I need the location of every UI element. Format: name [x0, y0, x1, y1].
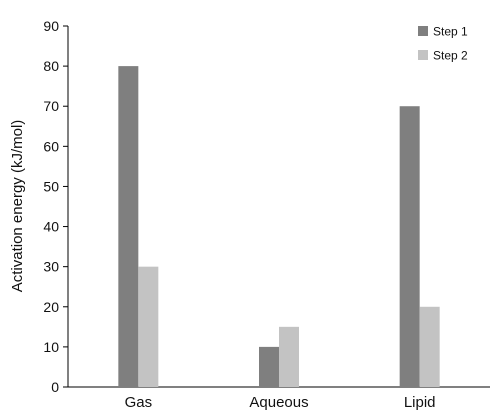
- y-tick-label: 60: [43, 138, 59, 154]
- y-axis-title: Activation energy (kJ/mol): [9, 120, 26, 293]
- bars: [118, 66, 440, 387]
- bar-gas-step2: [138, 266, 159, 387]
- y-tick-label: 90: [43, 18, 59, 34]
- bar-aqueous-step2: [279, 326, 299, 387]
- bar-lipid-step1: [399, 106, 420, 387]
- y-tick-label: 80: [43, 58, 59, 74]
- bar-aqueous-step1: [259, 346, 279, 387]
- y-tick-label: 70: [43, 98, 59, 114]
- y-tick-label: 0: [51, 379, 59, 395]
- y-tick-label: 50: [43, 178, 59, 194]
- y-tick-label: 40: [43, 219, 59, 235]
- y-tick-label: 30: [43, 259, 59, 275]
- legend-label-step1: Step 1: [433, 25, 468, 39]
- y-tick-labels: 0 10 20 30 40 50 60 70 80 90: [43, 18, 59, 395]
- category-label-aqueous: Aqueous: [249, 394, 308, 411]
- y-tick-label: 20: [43, 299, 59, 315]
- bar-gas-step1: [118, 66, 139, 387]
- legend: Step 1 Step 2: [418, 25, 468, 63]
- category-labels: Gas Aqueous Lipid: [125, 394, 436, 411]
- y-axis: [63, 25, 69, 388]
- bar-lipid-step2: [419, 306, 440, 387]
- legend-label-step2: Step 2: [433, 49, 468, 63]
- category-label-lipid: Lipid: [404, 394, 436, 411]
- category-label-gas: Gas: [125, 394, 153, 411]
- legend-swatch-step1: [418, 26, 428, 36]
- legend-swatch-step2: [418, 50, 428, 60]
- y-tick-label: 10: [43, 339, 59, 355]
